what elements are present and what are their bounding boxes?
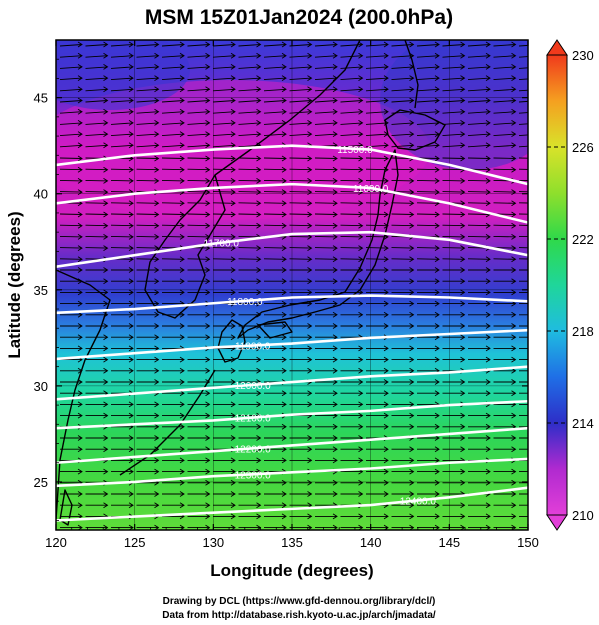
x-axis-label: Longitude (degrees) (210, 561, 373, 580)
contour-label: 11900.0 (235, 342, 271, 353)
north-west-shading (30, 30, 190, 110)
colorbar-min-triangle (547, 515, 567, 530)
contour-label: 12400.0 (400, 496, 437, 507)
colorbar-bar (547, 55, 567, 515)
y-tick-label: 45 (34, 91, 48, 106)
contour-label: 11600.0 (353, 184, 389, 195)
y-tick-label: 30 (34, 379, 48, 394)
y-tick-label: 40 (34, 187, 48, 202)
contour-label: 12100.0 (235, 414, 272, 425)
x-tick-label: 140 (360, 535, 382, 550)
contour-label: 11700.0 (203, 239, 239, 250)
x-tick-label: 135 (281, 535, 303, 550)
page-title: MSM 15Z01Jan2024 (200.0hPa) (145, 6, 453, 29)
colorbar-label: 230 (572, 48, 594, 63)
contour-label: 12000.0 (235, 381, 272, 392)
x-tick-label: 125 (124, 535, 146, 550)
credit-drawing: Drawing by DCL (https://www.gfd-dennou.o… (163, 596, 436, 607)
y-tick-label: 35 (34, 283, 48, 298)
contour-label: 12300.0 (235, 470, 272, 481)
plot-area: 11500.0 11600.0 11700.0 11800.0 11900.0 12000… (30, 30, 560, 530)
y-tick-label: 25 (34, 475, 48, 490)
x-tick-label: 120 (45, 535, 67, 550)
y-axis-label: Latitude (degrees) (5, 211, 24, 358)
x-tick-label: 150 (517, 535, 539, 550)
x-tick-label: 130 (202, 535, 224, 550)
x-tick-label: 145 (438, 535, 460, 550)
colorbar-label: 222 (572, 232, 594, 247)
colorbar-max-triangle (547, 40, 567, 55)
colorbar-label: 214 (572, 416, 594, 431)
credit-data: Data from http://database.rish.kyoto-u.a… (162, 610, 436, 621)
colorbar: 210 214 218 222 226 230 (547, 40, 594, 530)
colorbar-label: 226 (572, 140, 594, 155)
contour-label: 11800.0 (227, 297, 263, 308)
colorbar-label: 210 (572, 508, 594, 523)
contour-label: 11500.0 (337, 145, 373, 156)
contour-label: 12200.0 (235, 444, 272, 455)
colorbar-label: 218 (572, 324, 594, 339)
